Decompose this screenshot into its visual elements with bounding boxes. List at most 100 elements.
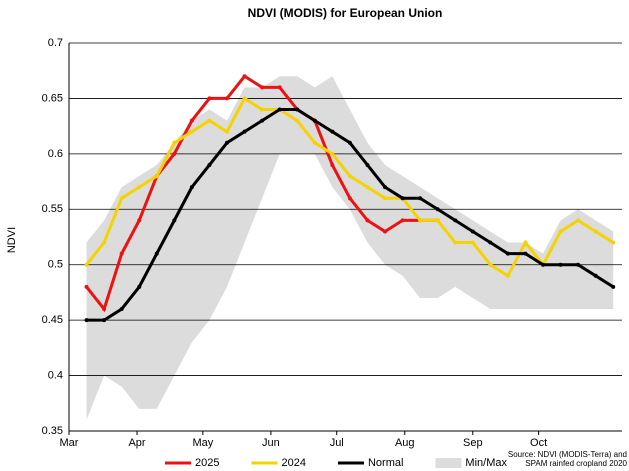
series-point [383,185,387,190]
series-point [119,196,124,201]
series-point [453,218,458,223]
chart-title: NDVI (MODIS) for European Union [248,6,443,20]
y-axis-label: NDVI [6,227,18,253]
y-tick-label: 0.35 [42,425,63,437]
legend-label: Normal [368,457,403,469]
x-tick-label: Oct [530,437,547,449]
series-point [593,229,598,234]
series-point [611,284,616,289]
series-point [400,218,405,223]
x-tick-label: May [192,437,213,449]
series-point [576,218,581,223]
series-point [207,162,212,167]
y-tick-label: 0.6 [48,148,63,160]
series-point [189,129,194,134]
series-point [383,229,387,234]
series-point [505,273,510,278]
y-tick-label: 0.7 [48,37,63,49]
series-point [347,140,352,145]
series-point [260,85,265,90]
series-point [137,218,142,223]
series-point [330,151,335,156]
series-point [154,174,159,179]
series-point [260,107,265,112]
series-point [277,107,282,112]
x-tick-label: Sep [463,437,483,449]
series-point [365,185,370,190]
series-point [312,140,317,145]
y-tick-label: 0.5 [48,259,63,271]
series-point [365,218,370,223]
series-point [225,96,229,101]
series-point [523,240,528,245]
series-point [347,196,352,201]
series-point [365,162,370,167]
series-point [470,229,475,234]
y-tick-label: 0.45 [42,314,63,326]
x-tick-label: Mar [60,437,79,449]
series-point [383,196,387,201]
series-point [119,251,124,256]
series-point [102,240,107,245]
series-point [558,229,563,234]
series-point [84,284,89,289]
series-point [435,218,440,223]
series-point [470,240,475,245]
series-point [225,129,229,134]
series-point [453,240,458,245]
legend-label: 2024 [281,457,305,469]
series-point [541,262,545,267]
series-point [312,118,317,123]
series-point [172,151,177,156]
legend-label: 2025 [195,457,219,469]
x-tick-label: Jul [330,437,344,449]
series-point [611,240,616,245]
series-point [277,85,282,90]
series-point [242,96,247,101]
series-point [102,318,107,323]
source-note: Source: NDVI (MODIS-Terra) and [508,450,627,459]
series-point [418,218,423,223]
legend-label: Min/Max [465,457,507,469]
series-point [137,185,142,190]
y-tick-label: 0.55 [42,203,63,215]
series-point [400,196,405,201]
series-point [207,96,212,101]
series-point [505,251,510,256]
series-point [172,140,177,145]
series-point [523,251,528,256]
series-point [84,318,89,323]
series-point [84,262,89,267]
series-point [154,251,159,256]
series-point [189,185,194,190]
series-point [242,74,247,79]
series-point [576,262,581,267]
series-point [593,273,598,278]
series-point [488,262,493,267]
series-point [435,207,440,212]
x-tick-label: Aug [395,437,415,449]
series-point [172,218,177,223]
series-point [189,118,194,123]
min-max-band [86,76,614,420]
series-point [119,307,124,312]
series-point [102,307,107,312]
series-point [347,174,352,179]
y-tick-label: 0.4 [48,369,63,381]
series-point [137,284,142,289]
series-point [260,118,265,123]
series-point [295,107,300,112]
series-point [488,240,493,245]
y-tick-label: 0.65 [42,92,63,104]
x-tick-label: Apr [128,437,145,449]
series-point [225,140,229,145]
series-point [330,129,335,134]
x-tick-label: Jun [262,437,280,449]
series-point [418,196,423,201]
series-point [295,118,300,123]
source-note: SPAM rainfed cropland 2020 [525,459,627,468]
series-point [242,129,247,134]
legend-swatch [435,458,462,468]
series-point [558,262,563,267]
